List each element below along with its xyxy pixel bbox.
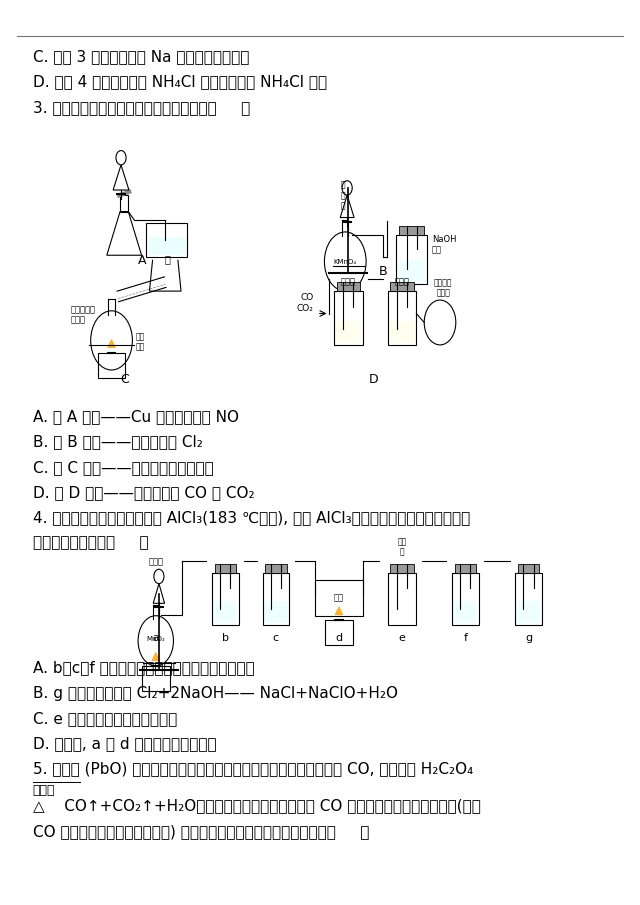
Text: B. g 中发生的反应为 Cl₂+2NaOH—— NaCl+NaClO+H₂O: B. g 中发生的反应为 Cl₂+2NaOH—— NaCl+NaClO+H₂O xyxy=(33,686,397,700)
Text: A. b、c、f 中依次盛饱和食盐水、浓硫酸、浓硫酸: A. b、c、f 中依次盛饱和食盐水、浓硫酸、浓硫酸 xyxy=(33,661,254,675)
Bar xyxy=(453,601,477,623)
Bar xyxy=(396,234,427,284)
Text: 浓硫酸: 浓硫酸 xyxy=(395,277,410,286)
Bar xyxy=(213,601,237,623)
Bar xyxy=(516,601,540,623)
Bar xyxy=(212,573,239,624)
Text: b: b xyxy=(221,633,228,643)
Text: e: e xyxy=(399,633,406,643)
Text: 饱碱
溶液: 饱碱 溶液 xyxy=(135,332,145,351)
Text: CO
CO₂: CO CO₂ xyxy=(297,293,314,313)
Text: 铁则: 铁则 xyxy=(334,594,344,602)
Bar xyxy=(265,564,287,573)
Bar xyxy=(397,259,426,282)
Text: B: B xyxy=(379,265,387,278)
Text: C. 用图 3 所示装置验证 Na 和水反应的热效应: C. 用图 3 所示装置验证 Na 和水反应的热效应 xyxy=(33,49,249,64)
Bar xyxy=(389,320,415,343)
Polygon shape xyxy=(152,653,159,661)
Bar xyxy=(452,573,479,624)
Text: D: D xyxy=(369,373,378,386)
Text: 4. 实验室用下列装置制备无水 AlCl₃(183 ℃升华), 无水 AlCl₃遇潮湿空气即产生大量白雾。: 4. 实验室用下列装置制备无水 AlCl₃(183 ℃升华), 无水 AlCl₃… xyxy=(33,510,470,525)
Text: MnO₂: MnO₂ xyxy=(147,636,165,642)
Text: 浓盐酸: 浓盐酸 xyxy=(148,557,163,567)
Bar xyxy=(264,601,288,623)
Text: 水: 水 xyxy=(164,254,170,264)
Bar xyxy=(262,573,289,624)
Text: D. 实验时, a 和 d 处酒精灯应同时点燃: D. 实验时, a 和 d 处酒精灯应同时点燃 xyxy=(33,736,216,751)
Bar xyxy=(337,282,360,291)
Polygon shape xyxy=(335,606,343,614)
Bar xyxy=(214,564,236,573)
Text: 5. 氧化铅 (PbO) 是黄色固体。实验室用草酸在浓硫酸作用下分解制备 CO, 其原理为 H₂C₂O₄: 5. 氧化铅 (PbO) 是黄色固体。实验室用草酸在浓硫酸作用下分解制备 CO,… xyxy=(33,761,473,776)
Bar xyxy=(388,573,417,624)
Text: D. 用图 4 所示装置蒸干 NH₄Cl 饱和溶液制备 NH₄Cl 晶体: D. 用图 4 所示装置蒸干 NH₄Cl 饱和溶液制备 NH₄Cl 晶体 xyxy=(33,74,326,89)
Text: 稀硫酸: 稀硫酸 xyxy=(341,277,356,286)
Bar xyxy=(390,564,414,573)
Text: A: A xyxy=(138,254,146,267)
Bar xyxy=(98,353,125,378)
Text: C. 图 C 装置——实验室制取乙酸乙酯: C. 图 C 装置——实验室制取乙酸乙酯 xyxy=(33,460,213,475)
Text: 浓
盐
酸: 浓 盐 酸 xyxy=(340,181,345,211)
Bar xyxy=(388,291,417,345)
Text: D. 图 D 装置——实验室分离 CO 和 CO₂: D. 图 D 装置——实验室分离 CO 和 CO₂ xyxy=(33,485,254,500)
Text: c: c xyxy=(273,633,279,643)
Bar xyxy=(334,291,363,345)
Text: g: g xyxy=(525,633,532,643)
Bar xyxy=(399,225,424,234)
Bar xyxy=(147,223,188,257)
Text: 排尽空气
的球胆: 排尽空气 的球胆 xyxy=(434,278,452,298)
Bar xyxy=(335,320,362,343)
Text: f: f xyxy=(463,633,467,643)
Bar xyxy=(142,666,170,691)
Bar xyxy=(518,564,539,573)
Text: NaOH
溶液: NaOH 溶液 xyxy=(432,235,456,254)
Text: C. e 装置的收集器必须保持干燥: C. e 装置的收集器必须保持干燥 xyxy=(33,710,177,726)
Text: B. 图 B 装置——实验室制备 Cl₂: B. 图 B 装置——实验室制备 Cl₂ xyxy=(33,434,202,450)
Bar xyxy=(515,573,541,624)
Text: 乙醇、乙酸
浓硫酸: 乙醇、乙酸 浓硫酸 xyxy=(70,305,95,325)
Bar xyxy=(454,564,476,573)
Text: d: d xyxy=(335,633,342,643)
Bar xyxy=(316,580,363,615)
Text: 3. 用下列实验方案不能达到实验目的的是（     ）: 3. 用下列实验方案不能达到实验目的的是（ ） xyxy=(33,100,250,115)
Text: KMnO₄: KMnO₄ xyxy=(333,259,357,265)
Text: 浓硫酸: 浓硫酸 xyxy=(33,785,55,797)
Text: a: a xyxy=(152,633,159,643)
Text: CO 能使银氨溶液产生黑色沉淀) 的装置如图所示。下列说法正确的是（     ）: CO 能使银氨溶液产生黑色沉淀) 的装置如图所示。下列说法正确的是（ ） xyxy=(33,824,369,839)
Text: A. 图 A 装置——Cu 和浓硝酸制取 NO: A. 图 A 装置——Cu 和浓硝酸制取 NO xyxy=(33,409,239,424)
Text: 收集
器: 收集 器 xyxy=(397,538,407,557)
Bar xyxy=(148,237,186,255)
Polygon shape xyxy=(108,339,115,348)
Text: △    CO↑+CO₂↑+H₂O。某课题组同学设计实验探究 CO 还原氧化铅并检验氧化产物(已知: △ CO↑+CO₂↑+H₂O。某课题组同学设计实验探究 CO 还原氧化铅并检验氧… xyxy=(33,798,481,814)
Text: 下列说法错误的是（     ）: 下列说法错误的是（ ） xyxy=(33,535,148,550)
Text: C: C xyxy=(120,373,129,386)
Bar xyxy=(390,282,414,291)
Bar xyxy=(325,620,353,645)
